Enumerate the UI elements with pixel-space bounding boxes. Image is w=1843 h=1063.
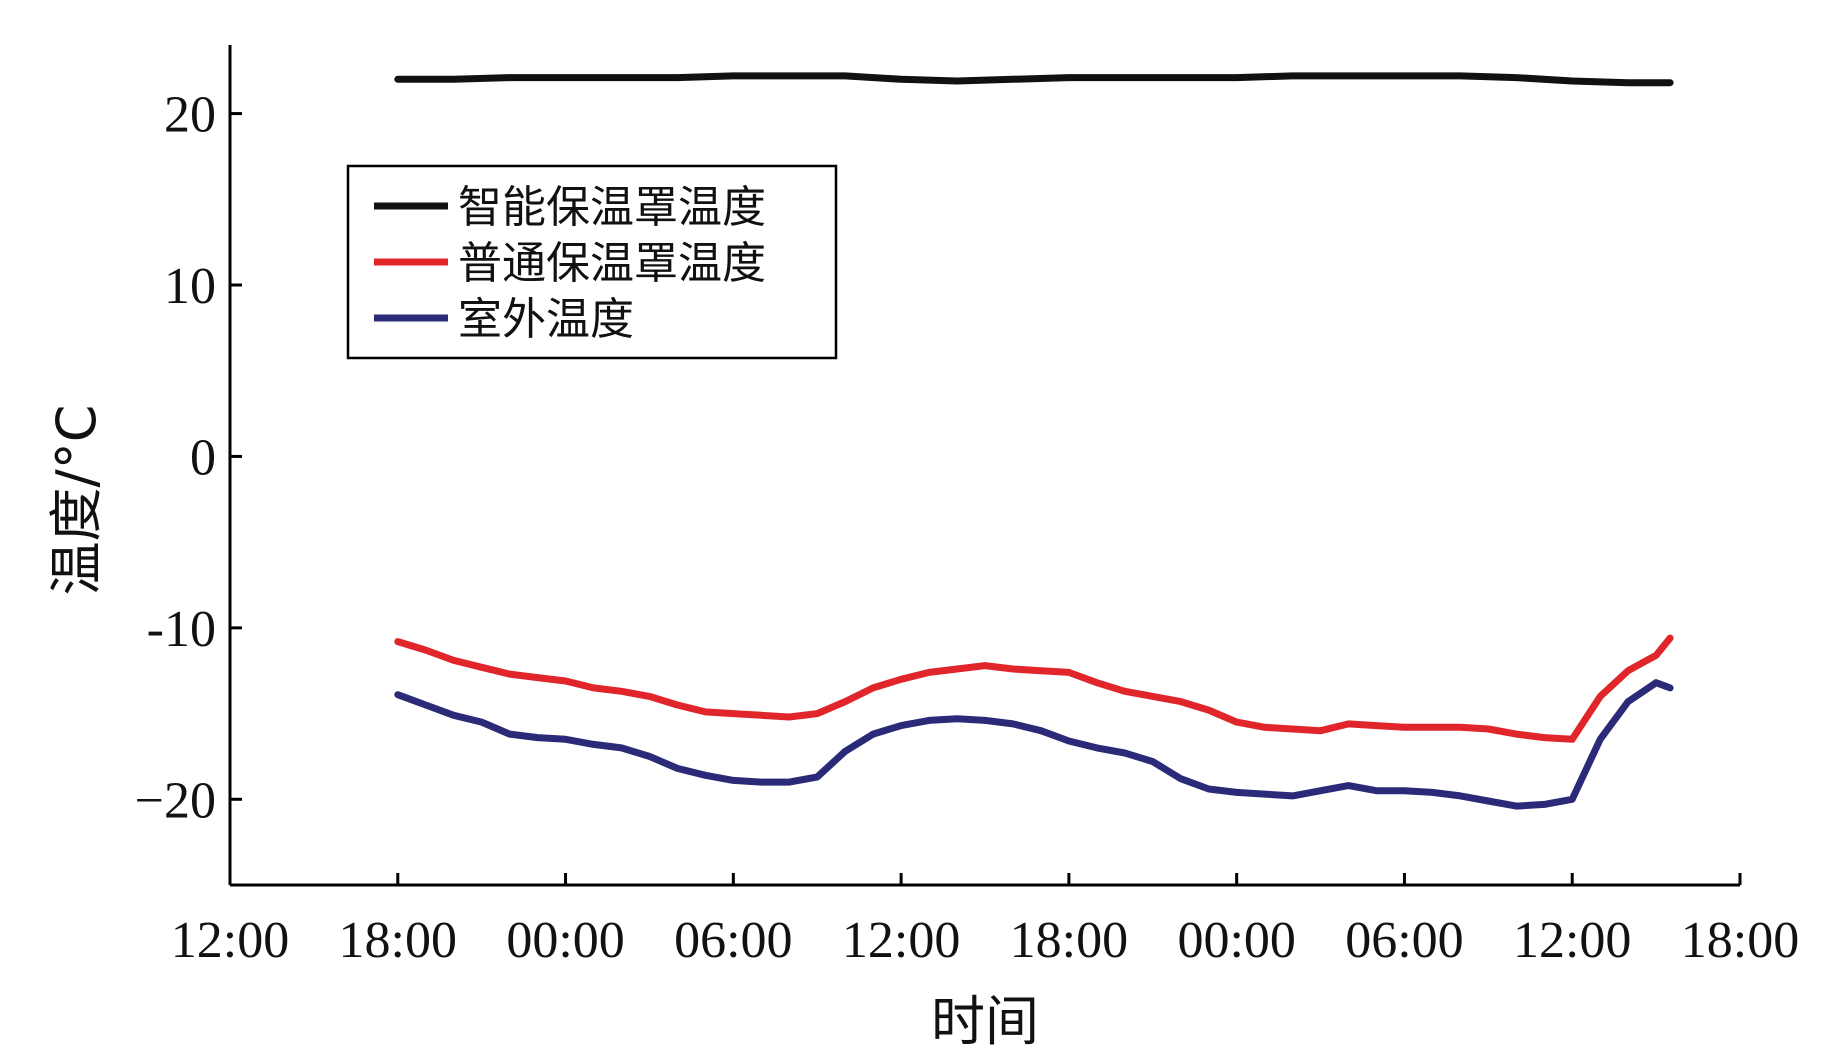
- y-tick-label: −20: [135, 772, 216, 829]
- x-tick-label: 06:00: [674, 912, 792, 969]
- x-tick-label: 18:00: [1010, 912, 1128, 969]
- x-tick-label: 18:00: [1681, 912, 1799, 969]
- series-layer: [394, 72, 1674, 810]
- x-tick-label: 18:00: [339, 912, 457, 969]
- axes-layer: 20 10 0 -10 −20 12:00 18:00 00:00 06:00 12:00 18:0…: [135, 45, 1799, 969]
- series-line-1: [394, 634, 1674, 743]
- x-tick-label: 06:00: [1345, 912, 1463, 969]
- x-tick-label: 12:00: [842, 912, 960, 969]
- y-tick-label: -10: [147, 601, 216, 658]
- x-tick-label: 00:00: [506, 912, 624, 969]
- x-tick-label: 12:00: [171, 912, 289, 969]
- legend-label: 普通保温罩温度: [458, 238, 766, 289]
- legend-label: 智能保温罩温度: [458, 182, 766, 233]
- x-tick-label: 12:00: [1513, 912, 1631, 969]
- x-axis-title: 时间: [931, 990, 1039, 1053]
- series-line-0: [394, 72, 1674, 87]
- y-axis-title: 温度/°C: [45, 405, 108, 596]
- y-tick-label: 0: [190, 429, 216, 486]
- x-tick-label: 00:00: [1177, 912, 1295, 969]
- y-tick-label: 10: [164, 258, 216, 315]
- y-tick-label: 20: [164, 87, 216, 144]
- series-line-2: [394, 679, 1674, 810]
- legend-label: 室外温度: [458, 294, 634, 345]
